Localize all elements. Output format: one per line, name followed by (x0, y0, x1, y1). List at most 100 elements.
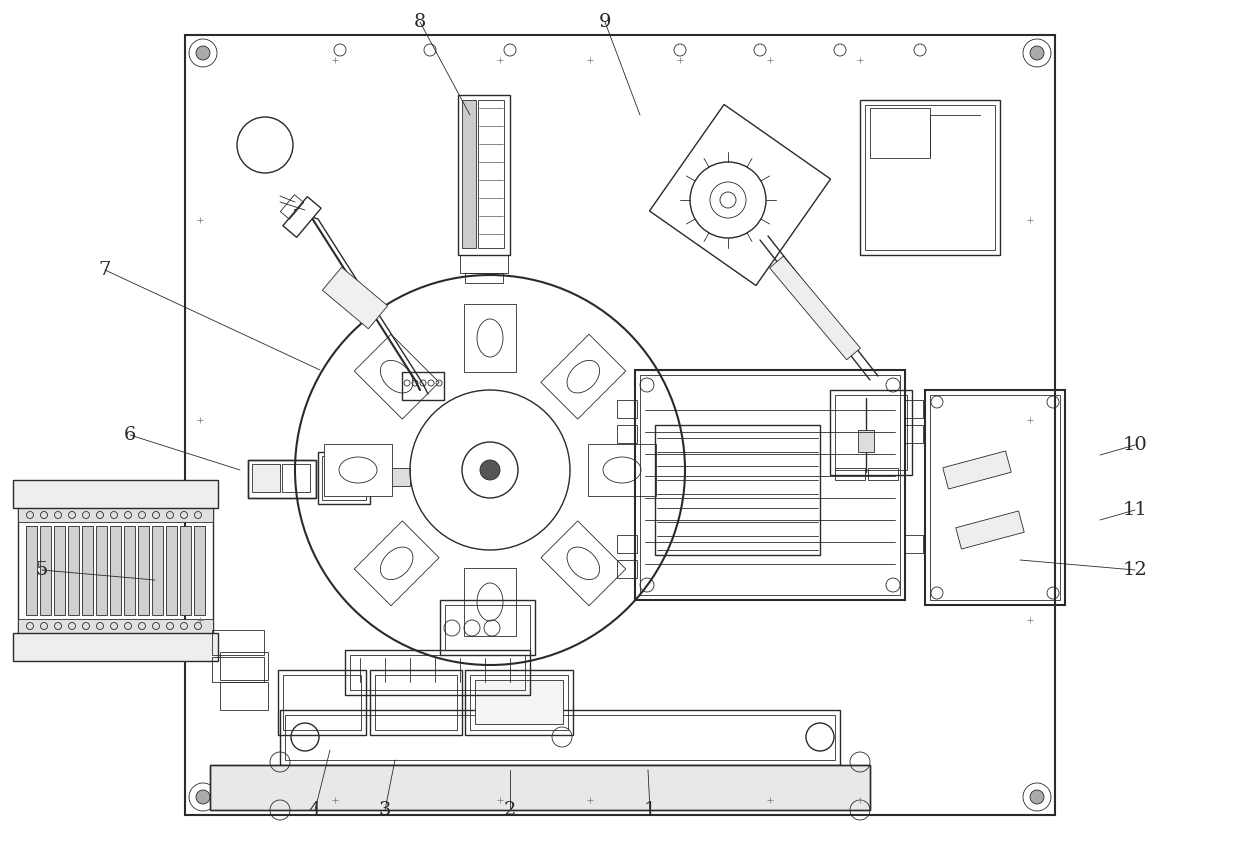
Polygon shape (355, 521, 439, 605)
Bar (124, 526, 135, 615)
Ellipse shape (381, 360, 413, 393)
Ellipse shape (567, 547, 600, 580)
Bar (252, 464, 280, 492)
Text: 2: 2 (503, 801, 516, 819)
Polygon shape (770, 256, 861, 359)
Bar (868, 468, 898, 480)
Circle shape (1030, 46, 1044, 60)
Bar (95, 526, 107, 615)
Bar (440, 600, 534, 655)
Text: 10: 10 (1122, 436, 1147, 454)
Ellipse shape (567, 360, 600, 393)
Bar (866, 105, 994, 250)
Polygon shape (322, 267, 388, 329)
Bar (248, 460, 316, 498)
Text: 9: 9 (599, 13, 611, 31)
Bar (26, 526, 37, 615)
Bar (465, 273, 503, 283)
Polygon shape (588, 444, 656, 496)
Text: 5: 5 (36, 561, 48, 579)
Bar (166, 526, 177, 615)
Circle shape (480, 460, 500, 480)
Bar (82, 526, 93, 615)
Bar (463, 100, 476, 248)
Text: 3: 3 (378, 801, 392, 819)
Bar (212, 630, 264, 655)
Bar (19, 508, 213, 522)
Bar (470, 675, 568, 730)
Text: 7: 7 (99, 261, 112, 279)
Ellipse shape (603, 457, 641, 483)
Bar (19, 508, 213, 633)
Bar (835, 468, 866, 480)
Polygon shape (464, 304, 516, 372)
Bar (870, 108, 930, 158)
Bar (905, 535, 923, 553)
Bar (861, 100, 999, 255)
Polygon shape (464, 568, 516, 636)
Bar (618, 560, 637, 578)
Bar (835, 395, 906, 470)
Bar (350, 655, 525, 690)
Bar (138, 526, 149, 615)
Circle shape (196, 46, 210, 60)
Bar (283, 675, 361, 730)
Circle shape (1030, 790, 1044, 804)
Polygon shape (355, 335, 439, 419)
Text: 6: 6 (124, 426, 136, 444)
Bar (219, 652, 268, 680)
Ellipse shape (339, 457, 377, 483)
Bar (280, 710, 839, 765)
Bar (185, 35, 1055, 815)
Bar (402, 372, 444, 400)
Bar (925, 390, 1065, 605)
Bar (153, 526, 162, 615)
Bar (458, 95, 510, 255)
Bar (640, 375, 900, 595)
Bar (618, 535, 637, 553)
Circle shape (196, 790, 210, 804)
Bar (475, 680, 563, 724)
Polygon shape (541, 521, 626, 605)
Bar (281, 464, 310, 492)
Bar (858, 430, 874, 452)
Polygon shape (324, 444, 392, 496)
Bar (248, 460, 316, 498)
Bar (212, 657, 264, 682)
Bar (12, 633, 218, 661)
Text: 1: 1 (644, 801, 656, 819)
Bar (618, 425, 637, 443)
Bar (635, 370, 905, 600)
Bar (322, 456, 366, 500)
Bar (219, 682, 268, 710)
Ellipse shape (381, 547, 413, 580)
Bar (55, 526, 64, 615)
Bar (370, 468, 410, 486)
Bar (193, 526, 205, 615)
Bar (285, 715, 835, 760)
Bar (905, 425, 923, 443)
Bar (110, 526, 122, 615)
Polygon shape (541, 335, 626, 419)
Bar (445, 605, 529, 650)
Bar (12, 480, 218, 508)
Bar (460, 255, 508, 273)
Polygon shape (942, 451, 1012, 489)
Polygon shape (283, 197, 321, 237)
Text: 12: 12 (1122, 561, 1147, 579)
Bar (68, 526, 79, 615)
Polygon shape (956, 511, 1024, 549)
Text: 11: 11 (1122, 501, 1147, 519)
Bar (19, 619, 213, 633)
Bar (655, 425, 820, 555)
Bar (345, 650, 529, 695)
Ellipse shape (477, 319, 503, 357)
Bar (180, 526, 191, 615)
Bar (210, 765, 870, 810)
Bar (278, 670, 366, 735)
Bar (618, 400, 637, 418)
Ellipse shape (477, 583, 503, 621)
Polygon shape (650, 104, 831, 286)
Bar (317, 452, 370, 504)
Bar (40, 526, 51, 615)
